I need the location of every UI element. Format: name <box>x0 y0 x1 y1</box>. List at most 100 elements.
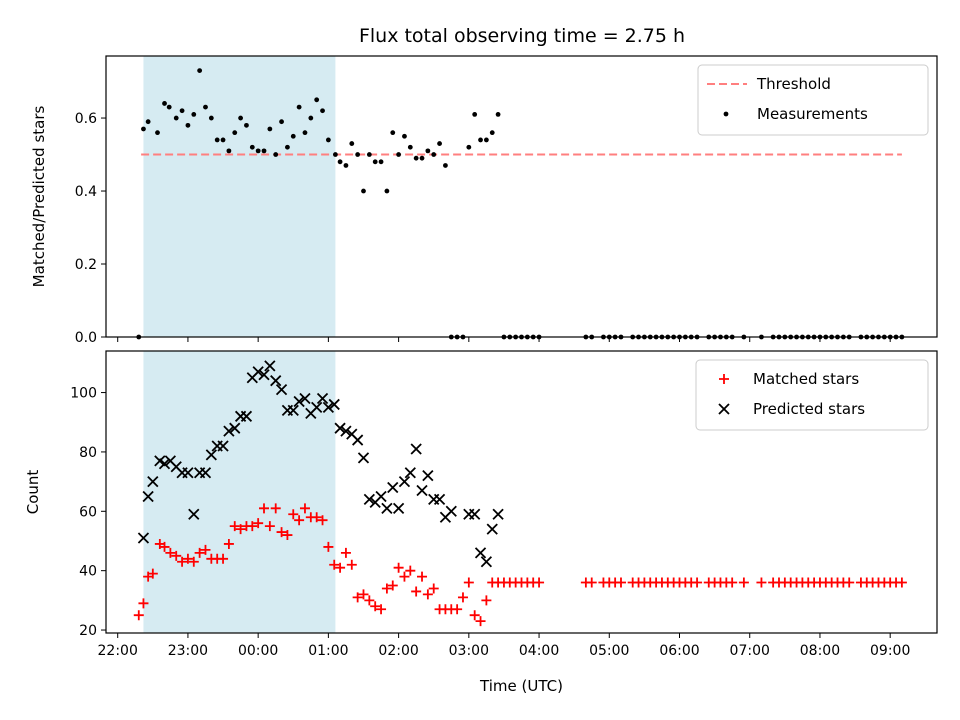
data-point <box>244 122 249 128</box>
data-point <box>147 475 159 488</box>
data-point <box>402 133 407 139</box>
data-point <box>478 137 483 143</box>
data-point <box>433 493 446 506</box>
data-point <box>287 404 299 417</box>
data-point <box>322 401 335 414</box>
data-point <box>495 111 501 117</box>
data-point <box>240 410 253 422</box>
data-point <box>425 148 431 154</box>
data-point <box>223 538 234 549</box>
x-tick-label: 01:00 <box>308 643 348 659</box>
data-point <box>173 115 179 121</box>
data-point <box>422 589 433 600</box>
data-point <box>253 518 264 529</box>
data-point <box>387 580 398 591</box>
data-point <box>259 503 270 514</box>
legend-x-swatch <box>718 403 730 415</box>
data-point <box>407 144 413 150</box>
data-point <box>252 366 264 378</box>
data-point <box>264 521 275 532</box>
data-point <box>413 155 419 161</box>
data-point <box>203 104 208 110</box>
data-point <box>197 68 203 73</box>
data-point <box>238 115 243 121</box>
data-point <box>214 137 220 143</box>
data-point <box>299 392 311 405</box>
data-point <box>422 470 434 482</box>
data-point <box>692 577 703 588</box>
data-point <box>419 155 425 161</box>
data-point <box>896 577 907 588</box>
data-point <box>317 515 328 526</box>
data-point <box>275 383 288 396</box>
data-point <box>299 503 310 514</box>
data-point <box>366 152 372 157</box>
data-point <box>475 616 486 627</box>
data-point <box>229 521 240 532</box>
data-point <box>390 130 396 136</box>
x-tick-label: 23:00 <box>168 643 208 659</box>
data-point <box>375 490 387 503</box>
data-point <box>393 562 404 573</box>
data-point <box>258 369 270 381</box>
data-point <box>372 159 378 165</box>
data-point <box>469 610 480 621</box>
legend-label: Measurements <box>757 105 868 123</box>
series-matched-stars <box>133 503 907 627</box>
y-axis-label: Matched/Predicted stars <box>30 106 48 288</box>
data-point <box>586 577 597 588</box>
data-point <box>445 505 457 517</box>
data-point <box>218 553 229 564</box>
data-point <box>483 137 489 143</box>
x-tick-label: 06:00 <box>659 643 699 659</box>
data-point <box>486 523 498 535</box>
data-point <box>147 568 158 579</box>
data-point <box>756 577 767 588</box>
data-point <box>270 503 281 514</box>
data-point <box>469 508 481 520</box>
data-point <box>285 144 290 150</box>
data-point <box>133 610 144 621</box>
data-point <box>396 152 402 157</box>
count-panel: 20 40 60 80 100 22:00 23:00 00:00 01:00 02:00 03:0… <box>24 350 938 695</box>
data-point <box>171 550 182 561</box>
data-point <box>334 422 346 434</box>
data-point <box>226 148 232 154</box>
data-point <box>349 141 355 146</box>
series-measurements <box>136 68 905 340</box>
y-tick-label: 0.4 <box>75 184 97 200</box>
data-point <box>333 152 338 157</box>
y-axis-label: Count <box>24 470 42 515</box>
data-point <box>296 104 302 110</box>
data-point <box>185 122 191 128</box>
data-point <box>261 148 267 154</box>
data-point <box>844 577 855 588</box>
y-tick-label: 60 <box>79 504 97 520</box>
data-point <box>249 144 255 150</box>
data-point <box>457 592 468 603</box>
data-point <box>273 152 279 157</box>
data-point <box>399 571 410 582</box>
y-tick-label: 80 <box>79 445 97 461</box>
data-point <box>316 392 329 405</box>
data-point <box>615 577 626 588</box>
data-point <box>159 541 170 552</box>
data-point <box>311 512 322 523</box>
data-point <box>208 115 214 121</box>
data-point <box>405 565 416 576</box>
data-point <box>381 583 392 594</box>
x-tick-label: 07:00 <box>730 643 770 659</box>
data-point <box>290 133 296 139</box>
data-point <box>335 562 346 573</box>
data-point <box>155 130 160 136</box>
y-tick-label: 0.6 <box>75 111 97 127</box>
data-point <box>489 130 495 136</box>
data-point <box>328 398 340 411</box>
data-point <box>235 524 246 535</box>
y-tick-label: 20 <box>79 623 97 639</box>
highlight-band <box>143 351 336 633</box>
data-point <box>384 188 390 194</box>
ratio-panel: 0.0 0.2 0.4 0.6 Matched/Predicted stars Thres… <box>30 55 938 346</box>
data-point <box>392 502 405 514</box>
data-point <box>255 148 261 154</box>
